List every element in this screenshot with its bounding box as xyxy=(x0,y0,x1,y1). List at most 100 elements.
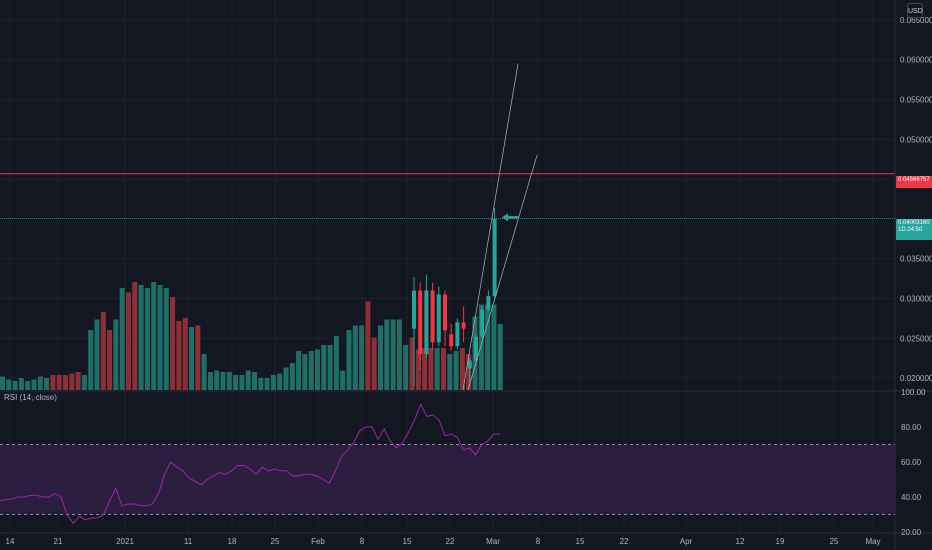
time-axis-label: 8 xyxy=(536,537,541,546)
volume-bar xyxy=(100,312,106,390)
volume-bar xyxy=(25,381,31,390)
volume-bar xyxy=(302,354,308,390)
volume-bar xyxy=(56,375,62,390)
candle-body xyxy=(486,296,491,310)
price-axis-label: 0.05500000 xyxy=(900,95,932,104)
rsi-indicator-label[interactable]: RSI (14, close) xyxy=(4,393,57,402)
volume-bar xyxy=(352,325,358,390)
volume-bar xyxy=(264,378,270,390)
volume-bar xyxy=(50,375,56,390)
volume-bar xyxy=(371,337,377,390)
volume-bar xyxy=(497,324,503,390)
volume-bar xyxy=(226,372,232,390)
volume-bar xyxy=(315,349,320,390)
volume-bar xyxy=(12,381,18,390)
volume-bar xyxy=(94,319,100,390)
volume-bar xyxy=(447,354,453,390)
volume-bar xyxy=(365,301,371,390)
volume-bar xyxy=(485,304,491,390)
volume-bar xyxy=(441,348,446,390)
volume-bar xyxy=(245,370,251,390)
candle-body xyxy=(474,336,478,361)
volume-bar xyxy=(132,282,138,390)
price-axis-label: 0.03000000 xyxy=(900,294,932,303)
trend-line xyxy=(462,63,519,391)
volume-bar xyxy=(283,367,289,390)
rsi-axis-label: 60.00 xyxy=(901,458,922,467)
volume-bar xyxy=(296,351,302,390)
candle-body xyxy=(461,322,466,329)
volume-bar xyxy=(384,319,390,390)
volume-bar xyxy=(163,288,169,390)
volume-bar xyxy=(252,372,257,390)
volume-bar xyxy=(415,349,421,390)
volume-bar xyxy=(321,345,327,390)
time-axis-label: Mar xyxy=(486,537,500,546)
candle-body xyxy=(418,290,423,355)
arrow-annotation xyxy=(502,213,519,222)
grid-lines xyxy=(0,0,895,532)
countdown-value: 1D:24:50 xyxy=(898,227,923,233)
time-axis-label: 14 xyxy=(6,537,15,546)
volume-bar xyxy=(378,325,383,390)
time-axis-label: 15 xyxy=(576,537,585,546)
volume-bar xyxy=(491,304,497,390)
rsi-axis-label: 20.00 xyxy=(901,528,922,537)
time-axis-label: May xyxy=(865,537,880,546)
time-axis-label: 25 xyxy=(271,537,280,546)
time-axis-label: 18 xyxy=(228,537,237,546)
current-price-tag: 0.04003160 1D:24:50 xyxy=(896,219,932,240)
volume-bar xyxy=(119,288,125,390)
volume-bar xyxy=(333,336,339,390)
time-axis-label: 25 xyxy=(830,537,839,546)
volume-bar xyxy=(31,379,37,390)
time-axis-label: 2021 xyxy=(116,537,134,546)
volume-bar xyxy=(453,351,459,390)
price-axis-label: 0.06500000 xyxy=(900,16,932,25)
volume-bar xyxy=(214,370,220,390)
candles xyxy=(412,207,497,387)
time-axis-label: Feb xyxy=(311,537,325,546)
price-axis-label: 0.02500000 xyxy=(900,334,932,343)
volume-bar xyxy=(201,354,207,390)
volume-bar xyxy=(113,319,119,390)
volume-bar xyxy=(63,375,68,390)
volume-bar xyxy=(207,372,213,390)
volume-bar xyxy=(270,375,276,390)
volume-bar xyxy=(409,337,415,390)
volume-bar xyxy=(151,282,157,390)
candle-body xyxy=(436,294,441,343)
resistance-price-tag: 0.04566757 xyxy=(896,176,932,188)
time-axis-label: Apr xyxy=(680,537,693,546)
rsi-band xyxy=(0,444,895,515)
volume-bar xyxy=(189,327,194,390)
volume-bar xyxy=(233,375,239,390)
volume-bar xyxy=(434,348,440,390)
volume-bars xyxy=(0,282,503,390)
candle-body xyxy=(430,290,435,343)
volume-bar xyxy=(69,373,75,390)
rsi-axis-label: 80.00 xyxy=(901,423,922,432)
currency-button[interactable]: USD xyxy=(907,3,923,18)
candle-body xyxy=(449,334,454,347)
candle-body xyxy=(492,218,497,297)
volume-bar xyxy=(220,372,226,390)
volume-bar xyxy=(18,378,24,390)
price-axis-label: 0.02000000 xyxy=(900,374,932,383)
volume-bar xyxy=(126,292,131,390)
time-axis-label: 22 xyxy=(446,537,455,546)
candle-body xyxy=(467,360,472,369)
time-axis-label: 8 xyxy=(360,537,365,546)
volume-bar xyxy=(176,321,182,390)
time-axis-label: 15 xyxy=(403,537,412,546)
time-axis-label: 21 xyxy=(54,537,63,546)
volume-bar xyxy=(75,372,81,390)
time-axis-label: 22 xyxy=(620,537,629,546)
volume-bar xyxy=(396,319,402,390)
candle-body xyxy=(455,322,460,347)
volume-bar xyxy=(170,297,176,390)
candle-body xyxy=(480,309,485,337)
volume-bar xyxy=(277,373,283,390)
